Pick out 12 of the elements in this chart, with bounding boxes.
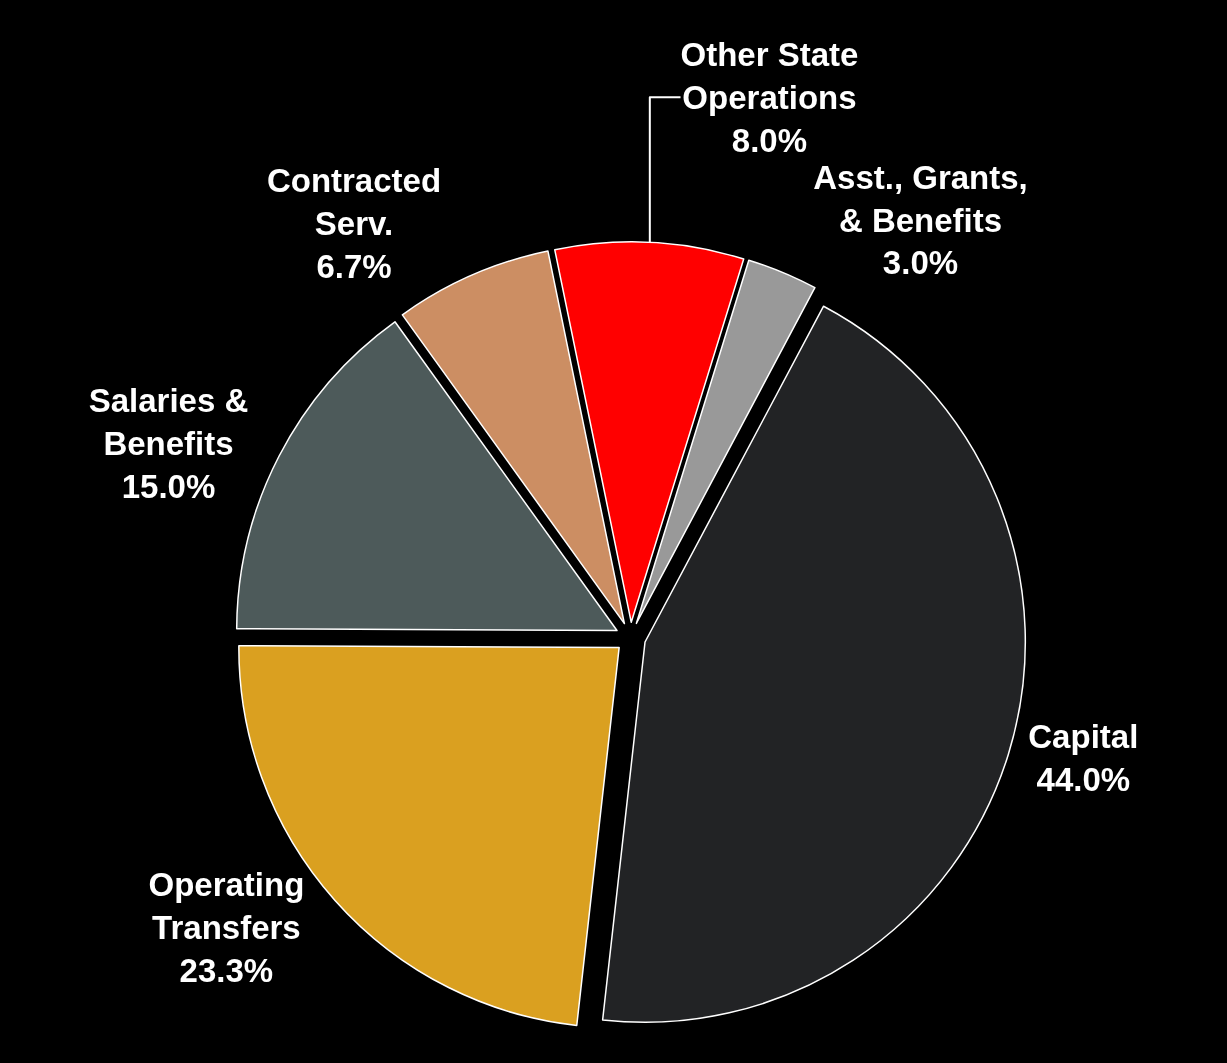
data-label: 23.3% [179, 951, 274, 989]
data-label: 15.0% [121, 467, 216, 505]
slice-label: Other State Operations [680, 35, 859, 116]
slice-label: Operating Transfers [148, 866, 305, 947]
data-label: 3.0% [882, 244, 959, 282]
slice-label: Contracted Serv. [266, 162, 442, 243]
data-label: 8.0% [731, 121, 808, 159]
data-label: 6.7% [316, 248, 392, 286]
slice-label: Capital [1028, 718, 1139, 755]
data-label: 44.0% [1036, 760, 1131, 798]
slice-label: Salaries & Benefits [88, 381, 249, 462]
slice-label: Asst., Grants, & Benefits [813, 158, 1028, 239]
